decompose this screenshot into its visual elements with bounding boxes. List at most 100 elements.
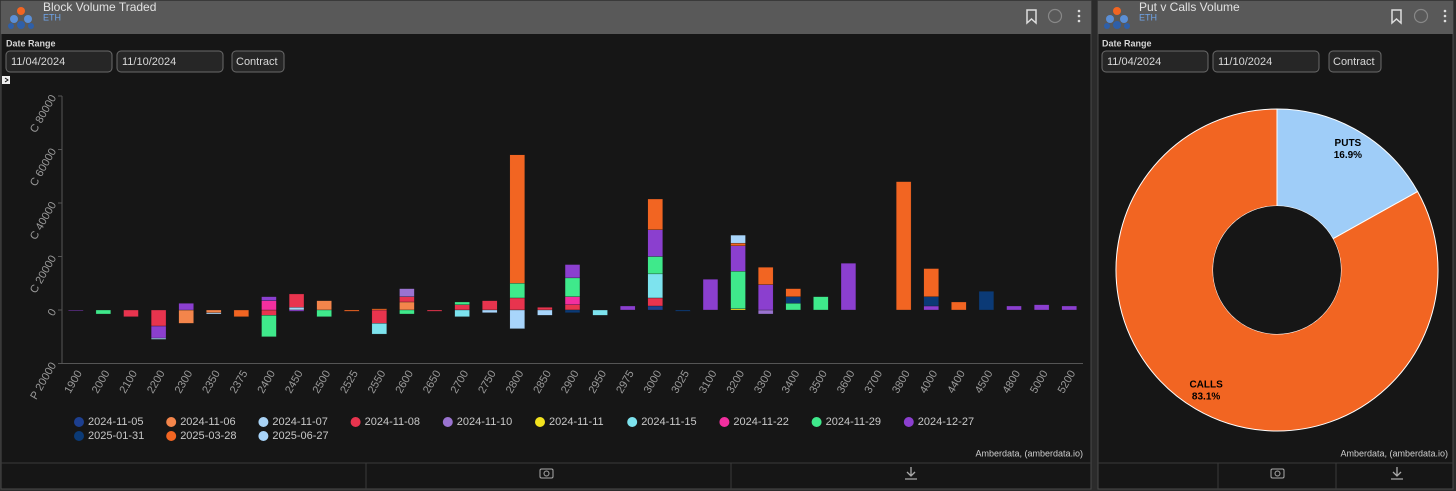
bar-segment <box>509 309 525 329</box>
donut-hole <box>1213 206 1341 334</box>
bar-segment <box>316 309 332 317</box>
bar-segment <box>730 271 746 309</box>
bar-segment <box>399 296 415 303</box>
bar-segment <box>730 245 746 272</box>
legend-label: 2024-11-07 <box>272 416 327 428</box>
contract-button[interactable] <box>1328 50 1382 73</box>
bar-segment <box>647 273 663 299</box>
legend-swatch <box>258 417 269 427</box>
legend-swatch <box>74 417 84 427</box>
bar-segment <box>454 304 470 311</box>
bar-segment <box>123 309 139 317</box>
bar-segment <box>564 296 581 305</box>
legend-swatch <box>166 431 177 441</box>
bar-segment <box>647 198 663 230</box>
bar-segment <box>896 181 912 311</box>
slice-value-label: 16.9% <box>1334 150 1362 161</box>
y-tick-label: 0 <box>46 307 59 318</box>
legend-swatch <box>903 417 914 427</box>
bookmark-icon[interactable] <box>1391 9 1402 25</box>
bar-segment <box>537 309 553 316</box>
bar-segment <box>206 309 222 313</box>
download-icon[interactable] <box>905 467 917 480</box>
end-date-input[interactable] <box>116 50 224 73</box>
bar-segment <box>923 296 939 307</box>
logo <box>1104 7 1130 29</box>
bar-segment <box>702 279 719 311</box>
bar-segment <box>647 256 663 275</box>
bar-segment <box>840 263 857 311</box>
end-date-input[interactable] <box>1212 50 1320 73</box>
bar-segment <box>675 309 691 312</box>
end-date: 11/10/2024 <box>1218 56 1272 68</box>
bar-segment <box>206 312 222 315</box>
menu-icon[interactable] <box>1443 9 1447 23</box>
legend-label: 2024-11-22 <box>733 416 788 428</box>
camera-icon[interactable] <box>1270 468 1285 479</box>
bar-segment <box>68 309 84 311</box>
bookmark-icon[interactable] <box>1026 9 1037 25</box>
end-date: 11/10/2024 <box>122 56 176 68</box>
legend-label: 2025-01-31 <box>88 430 144 442</box>
bar-segment <box>261 296 277 301</box>
bar-segment <box>233 309 249 317</box>
expand-arrow <box>4 77 9 83</box>
bar-segment <box>564 277 581 297</box>
bar-segment <box>785 296 801 304</box>
contract-button-label: Contract <box>1333 56 1375 68</box>
menu-icon[interactable] <box>1077 9 1081 23</box>
bar-segment <box>1034 304 1050 311</box>
legend-label: 2024-11-06 <box>180 416 235 428</box>
bar-segment <box>178 309 194 324</box>
bar-segment <box>813 296 829 311</box>
bar-segment <box>758 267 774 285</box>
panel-title: Put v Calls Volume <box>1139 0 1240 14</box>
info-icon[interactable] <box>1047 8 1063 24</box>
info-icon[interactable] <box>1413 8 1429 24</box>
panel-subtitle: ETH <box>1139 12 1157 22</box>
panel-subtitle: ETH <box>43 12 61 22</box>
bar-segment <box>454 301 470 305</box>
legend-label: 2024-11-10 <box>457 416 512 428</box>
bar-segment <box>371 309 387 324</box>
bar-segment <box>288 307 305 311</box>
bar-segment <box>288 309 305 312</box>
bar-segment <box>951 301 967 311</box>
contract-button[interactable] <box>231 50 285 73</box>
bar-segment <box>923 305 939 311</box>
credit: Amberdata, (amberdata.io) <box>1340 448 1448 458</box>
download-icon[interactable] <box>1391 467 1403 480</box>
legend-label: 2024-11-05 <box>88 416 143 428</box>
start-date-input[interactable] <box>1101 50 1209 73</box>
camera-icon[interactable] <box>539 468 554 479</box>
bar-segment <box>1006 305 1022 311</box>
bar-segment <box>509 297 525 311</box>
start-date: 11/04/2024 <box>1107 56 1161 68</box>
bar-segment <box>509 154 525 284</box>
logo <box>8 7 34 29</box>
panel-title: Block Volume Traded <box>43 0 156 14</box>
bar-segment <box>399 288 415 297</box>
bar-segment <box>482 300 498 311</box>
legend-label: 2025-06-27 <box>272 430 328 442</box>
bar-segment <box>978 291 995 311</box>
bar-segment <box>344 309 360 312</box>
bar-segment <box>730 234 746 244</box>
bar-segment <box>399 309 415 315</box>
bar-segment <box>592 309 608 316</box>
bar-segment <box>564 309 581 313</box>
legend-swatch <box>811 417 822 427</box>
legend-swatch <box>166 417 177 427</box>
bar-segment <box>647 297 663 307</box>
bar-segment <box>371 308 387 311</box>
expand-toggle[interactable] <box>2 76 10 84</box>
bar-segment <box>509 283 525 299</box>
bar-segment <box>1061 305 1077 311</box>
bar-segment <box>620 305 636 311</box>
start-date-input[interactable] <box>5 50 113 73</box>
bar-segment <box>316 300 332 311</box>
panel-header <box>1098 1 1453 34</box>
bar-segment <box>758 309 774 315</box>
